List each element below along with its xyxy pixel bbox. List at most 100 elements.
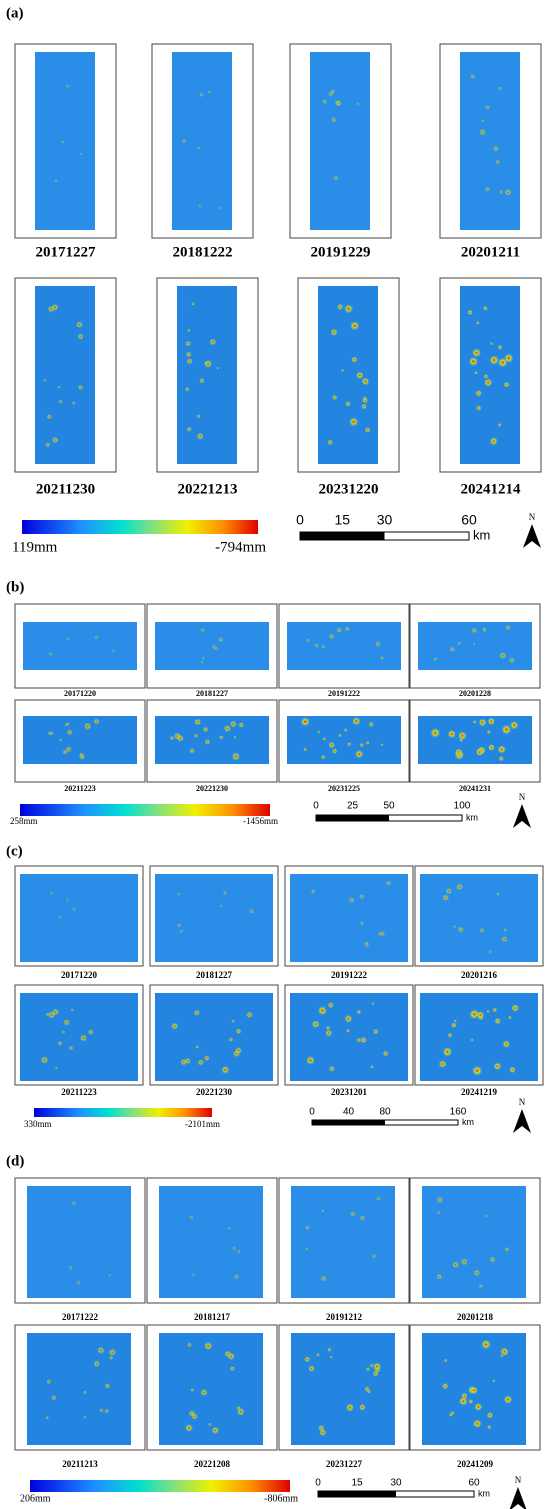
north-arrow	[513, 1109, 531, 1133]
deformation-spot	[376, 1196, 381, 1202]
deformation-spot	[46, 414, 52, 420]
panel-label: (b)	[6, 579, 24, 595]
scale-unit: km	[466, 812, 478, 822]
image-date: 20231225	[328, 784, 360, 793]
deformation-spot	[199, 92, 204, 98]
deformation-spot	[502, 1040, 511, 1048]
deformation-spot	[108, 1348, 117, 1357]
deformation-spot	[93, 718, 100, 725]
deformation-spot	[187, 328, 191, 333]
deformation-spot	[503, 381, 510, 388]
deformation-spot	[320, 1275, 327, 1282]
deformation-spot	[365, 1367, 371, 1372]
deformation-spot	[385, 880, 392, 886]
image-date: 20241231	[459, 784, 491, 793]
deformation-spot	[197, 204, 202, 208]
deformation-spot	[359, 921, 365, 926]
deformation-spot	[471, 1065, 483, 1077]
scale-bar-black	[312, 1120, 385, 1125]
deformation-spot	[97, 1346, 105, 1355]
deformation-spot	[478, 718, 487, 727]
colorbar-max: -2101mm	[185, 1119, 220, 1129]
map-image	[35, 286, 95, 464]
deformation-spot	[476, 1010, 485, 1019]
north-label: N	[519, 1097, 526, 1107]
deformation-spot	[327, 1001, 334, 1009]
deformation-spot	[354, 749, 364, 759]
deformation-spot	[305, 1055, 316, 1066]
deformation-spot	[505, 624, 511, 631]
deformation-spot	[458, 1396, 468, 1406]
deformation-spot	[45, 1415, 49, 1420]
deformation-spot	[78, 752, 85, 758]
deformation-spot	[83, 1415, 87, 1419]
image-date: 20221230	[196, 784, 228, 793]
deformation-spot	[68, 1045, 74, 1051]
deformation-spot	[478, 1283, 483, 1289]
deformation-spot	[111, 648, 116, 653]
deformation-spot	[330, 89, 336, 95]
deformation-spot	[236, 1249, 241, 1254]
deformation-spot	[453, 924, 457, 928]
deformation-spot	[504, 188, 512, 196]
deformation-spot	[497, 745, 507, 754]
deformation-spot	[365, 740, 370, 745]
deformation-spot	[176, 923, 182, 928]
deformation-spot	[447, 1032, 453, 1038]
deformation-spot	[325, 1025, 331, 1031]
deformation-spot	[471, 627, 478, 634]
deformation-spot	[335, 100, 342, 107]
deformation-spot	[460, 1258, 468, 1266]
image-date: 20201218	[457, 1312, 494, 1322]
deformation-spot	[208, 1422, 212, 1427]
scale-tick: 25	[347, 801, 359, 812]
deformation-spot	[475, 747, 484, 757]
deformation-spot	[488, 949, 493, 954]
deformation-spot	[489, 341, 494, 346]
map-image	[23, 622, 137, 670]
image-date: 20241209	[457, 1459, 494, 1469]
deformation-spot	[71, 401, 76, 406]
deformation-spot	[333, 175, 339, 181]
deformation-spot	[484, 104, 490, 110]
deformation-spot	[472, 720, 477, 724]
deformation-spot	[371, 1001, 375, 1006]
deformation-spot	[377, 931, 383, 937]
deformation-spot	[221, 1065, 230, 1075]
deformation-spot	[217, 636, 224, 643]
deformation-spot	[336, 627, 343, 634]
deformation-spot	[68, 1265, 73, 1270]
deformation-spot	[468, 356, 479, 367]
deformation-spot	[457, 926, 464, 933]
deformation-spot	[489, 355, 500, 366]
deformation-spot	[359, 742, 365, 748]
colorbar-max: -1456mm	[243, 816, 278, 826]
deformation-spot	[203, 359, 213, 369]
deformation-spot	[200, 660, 204, 664]
colorbar-min: 119mm	[12, 539, 58, 555]
deformation-spot	[348, 897, 355, 904]
deformation-spot	[433, 657, 438, 661]
deformation-spot	[321, 1209, 325, 1213]
deformation-spot	[486, 1009, 490, 1014]
deformation-spot	[441, 1382, 449, 1390]
deformation-spot	[54, 179, 58, 183]
scale-tick: 0	[309, 1107, 315, 1118]
map-image	[310, 52, 370, 230]
panel-label: (a)	[6, 5, 24, 21]
deformation-spot	[448, 1412, 453, 1417]
deformation-spot	[346, 741, 352, 747]
colorbar	[30, 1480, 290, 1492]
deformation-spot	[340, 368, 345, 372]
deformation-spot	[48, 651, 53, 657]
image-date: 20241219	[461, 1087, 498, 1097]
deformation-spot	[327, 1347, 332, 1352]
deformation-spot	[442, 894, 450, 902]
deformation-spot	[330, 328, 338, 337]
image-date: 20211230	[36, 481, 95, 497]
deformation-spot	[501, 724, 512, 735]
image-date: 20201216	[461, 970, 498, 980]
scale-unit: km	[473, 527, 490, 542]
deformation-spot	[61, 1030, 66, 1034]
deformation-spot	[503, 928, 507, 932]
